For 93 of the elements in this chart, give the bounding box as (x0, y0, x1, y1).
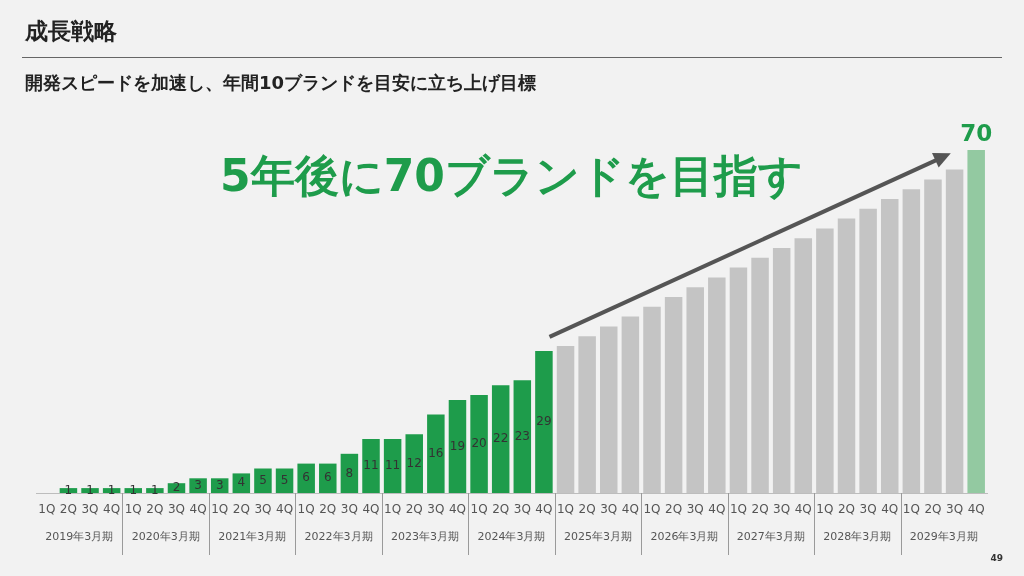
chart-subtitle: 開発スピードを加速し、年間10ブランドを目安に立ち上げ目標 (25, 71, 537, 95)
x-tick-label: 1Q (38, 502, 56, 517)
x-tick-label: 3Q (513, 502, 531, 517)
x-tick-label: 3Q (167, 502, 186, 517)
data-label: 4 (237, 475, 246, 490)
x-tick-label: 2Q (492, 502, 510, 517)
x-tick-label: 1Q (470, 502, 488, 517)
data-label: 1 (64, 482, 73, 497)
text: 2021年3月期 (218, 529, 287, 543)
data-label: 23 (514, 428, 530, 443)
text: 2019年3月期 (45, 529, 114, 543)
x-tick-label: 2Q (924, 502, 942, 517)
x-tick-label: 3Q (427, 502, 445, 517)
x-tick-label: 4Q (794, 502, 812, 517)
x-tick-label: 4Q (103, 502, 121, 517)
bar (297, 463, 315, 493)
data-label: 20 (471, 436, 487, 451)
text: 2022年3月期 (304, 529, 373, 543)
data-label: 2 (172, 480, 181, 495)
x-tick-label: 4Q (967, 502, 985, 517)
text: 2020年3月期 (131, 529, 200, 543)
data-label: 3 (194, 477, 202, 492)
x-tick-label: 3Q (254, 502, 272, 517)
bar (362, 439, 380, 493)
x-tick-label: 2Q (319, 502, 337, 517)
data-label: 5 (259, 472, 267, 487)
text: 2024年3月期 (477, 529, 546, 543)
bar (189, 478, 207, 493)
x-tick-label: 2Q (405, 502, 423, 517)
x-tick-label: 4Q (448, 502, 467, 517)
x-tick-label: 1Q (816, 502, 834, 517)
x-tick-label: 2Q (665, 502, 683, 517)
x-tick-label: 3Q (340, 502, 358, 517)
data-label: 8 (345, 465, 354, 480)
data-label: 3 (215, 477, 224, 492)
x-tick-label: 4Q (362, 502, 380, 517)
data-label: 29 (536, 414, 552, 429)
x-tick-label: 1Q (124, 502, 142, 517)
data-label: 5 (280, 472, 289, 487)
x-tick-label: 4Q (189, 502, 207, 517)
bar (254, 468, 272, 493)
bar (427, 414, 445, 493)
x-tick-label: 4Q (621, 502, 639, 517)
bar (383, 439, 402, 493)
bar (967, 150, 985, 493)
x-tick-label: 3Q (686, 502, 704, 517)
x-tick-label: 3Q (946, 502, 964, 517)
data-label: 16 (428, 445, 444, 460)
x-tick-label: 3Q (600, 502, 618, 517)
x-tick-label: 1Q (729, 502, 747, 517)
x-tick-label: 2Q (751, 502, 769, 517)
x-tick-label: 3Q (81, 502, 99, 517)
text: 2025年3月期 (563, 529, 632, 543)
text: 2028年3月期 (823, 529, 892, 543)
text: 2027年3月期 (736, 529, 805, 543)
data-label: 70 (960, 120, 993, 147)
x-tick-label: 2Q (232, 502, 250, 517)
data-label: 12 (406, 455, 422, 470)
data-label: 11 (384, 458, 401, 473)
data-label: 6 (302, 470, 310, 485)
x-tick-label: 4Q (881, 502, 899, 517)
data-label: 19 (449, 438, 466, 453)
bar (491, 385, 510, 493)
x-tick-label: 4Q (708, 502, 726, 517)
x-tick-label: 2Q (146, 502, 164, 517)
x-tick-label: 1Q (643, 502, 661, 517)
x-tick-label: 1Q (556, 502, 575, 517)
x-tick-label: 2Q (837, 502, 856, 517)
x-tick-label: 1Q (902, 502, 920, 517)
bar (319, 463, 337, 493)
x-tick-label: 2Q (578, 502, 596, 517)
bar (405, 434, 423, 493)
bar (513, 380, 532, 493)
x-tick-label: 4Q (276, 502, 294, 517)
text: 2023年3月期 (391, 529, 460, 543)
data-label: 6 (323, 470, 332, 485)
x-tick-label: 1Q (211, 502, 229, 517)
x-tick-label: 4Q (535, 502, 553, 517)
x-tick-label: 3Q (859, 502, 877, 517)
text: 2026年3月期 (650, 529, 719, 543)
bar (470, 395, 488, 493)
chart-title: 成長戦略 (25, 17, 117, 45)
bar (448, 399, 467, 493)
x-tick-label: 1Q (384, 502, 402, 517)
text: 49 (990, 553, 1003, 564)
x-tick-label: 3Q (773, 502, 791, 517)
x-tick-label: 2Q (59, 502, 77, 517)
x-tick-label: 1Q (297, 502, 315, 517)
bar (535, 350, 553, 493)
data-label: 22 (493, 431, 509, 446)
data-label: 1 (129, 482, 138, 497)
text: 2029年3月期 (909, 529, 978, 543)
data-label: 11 (363, 458, 379, 473)
